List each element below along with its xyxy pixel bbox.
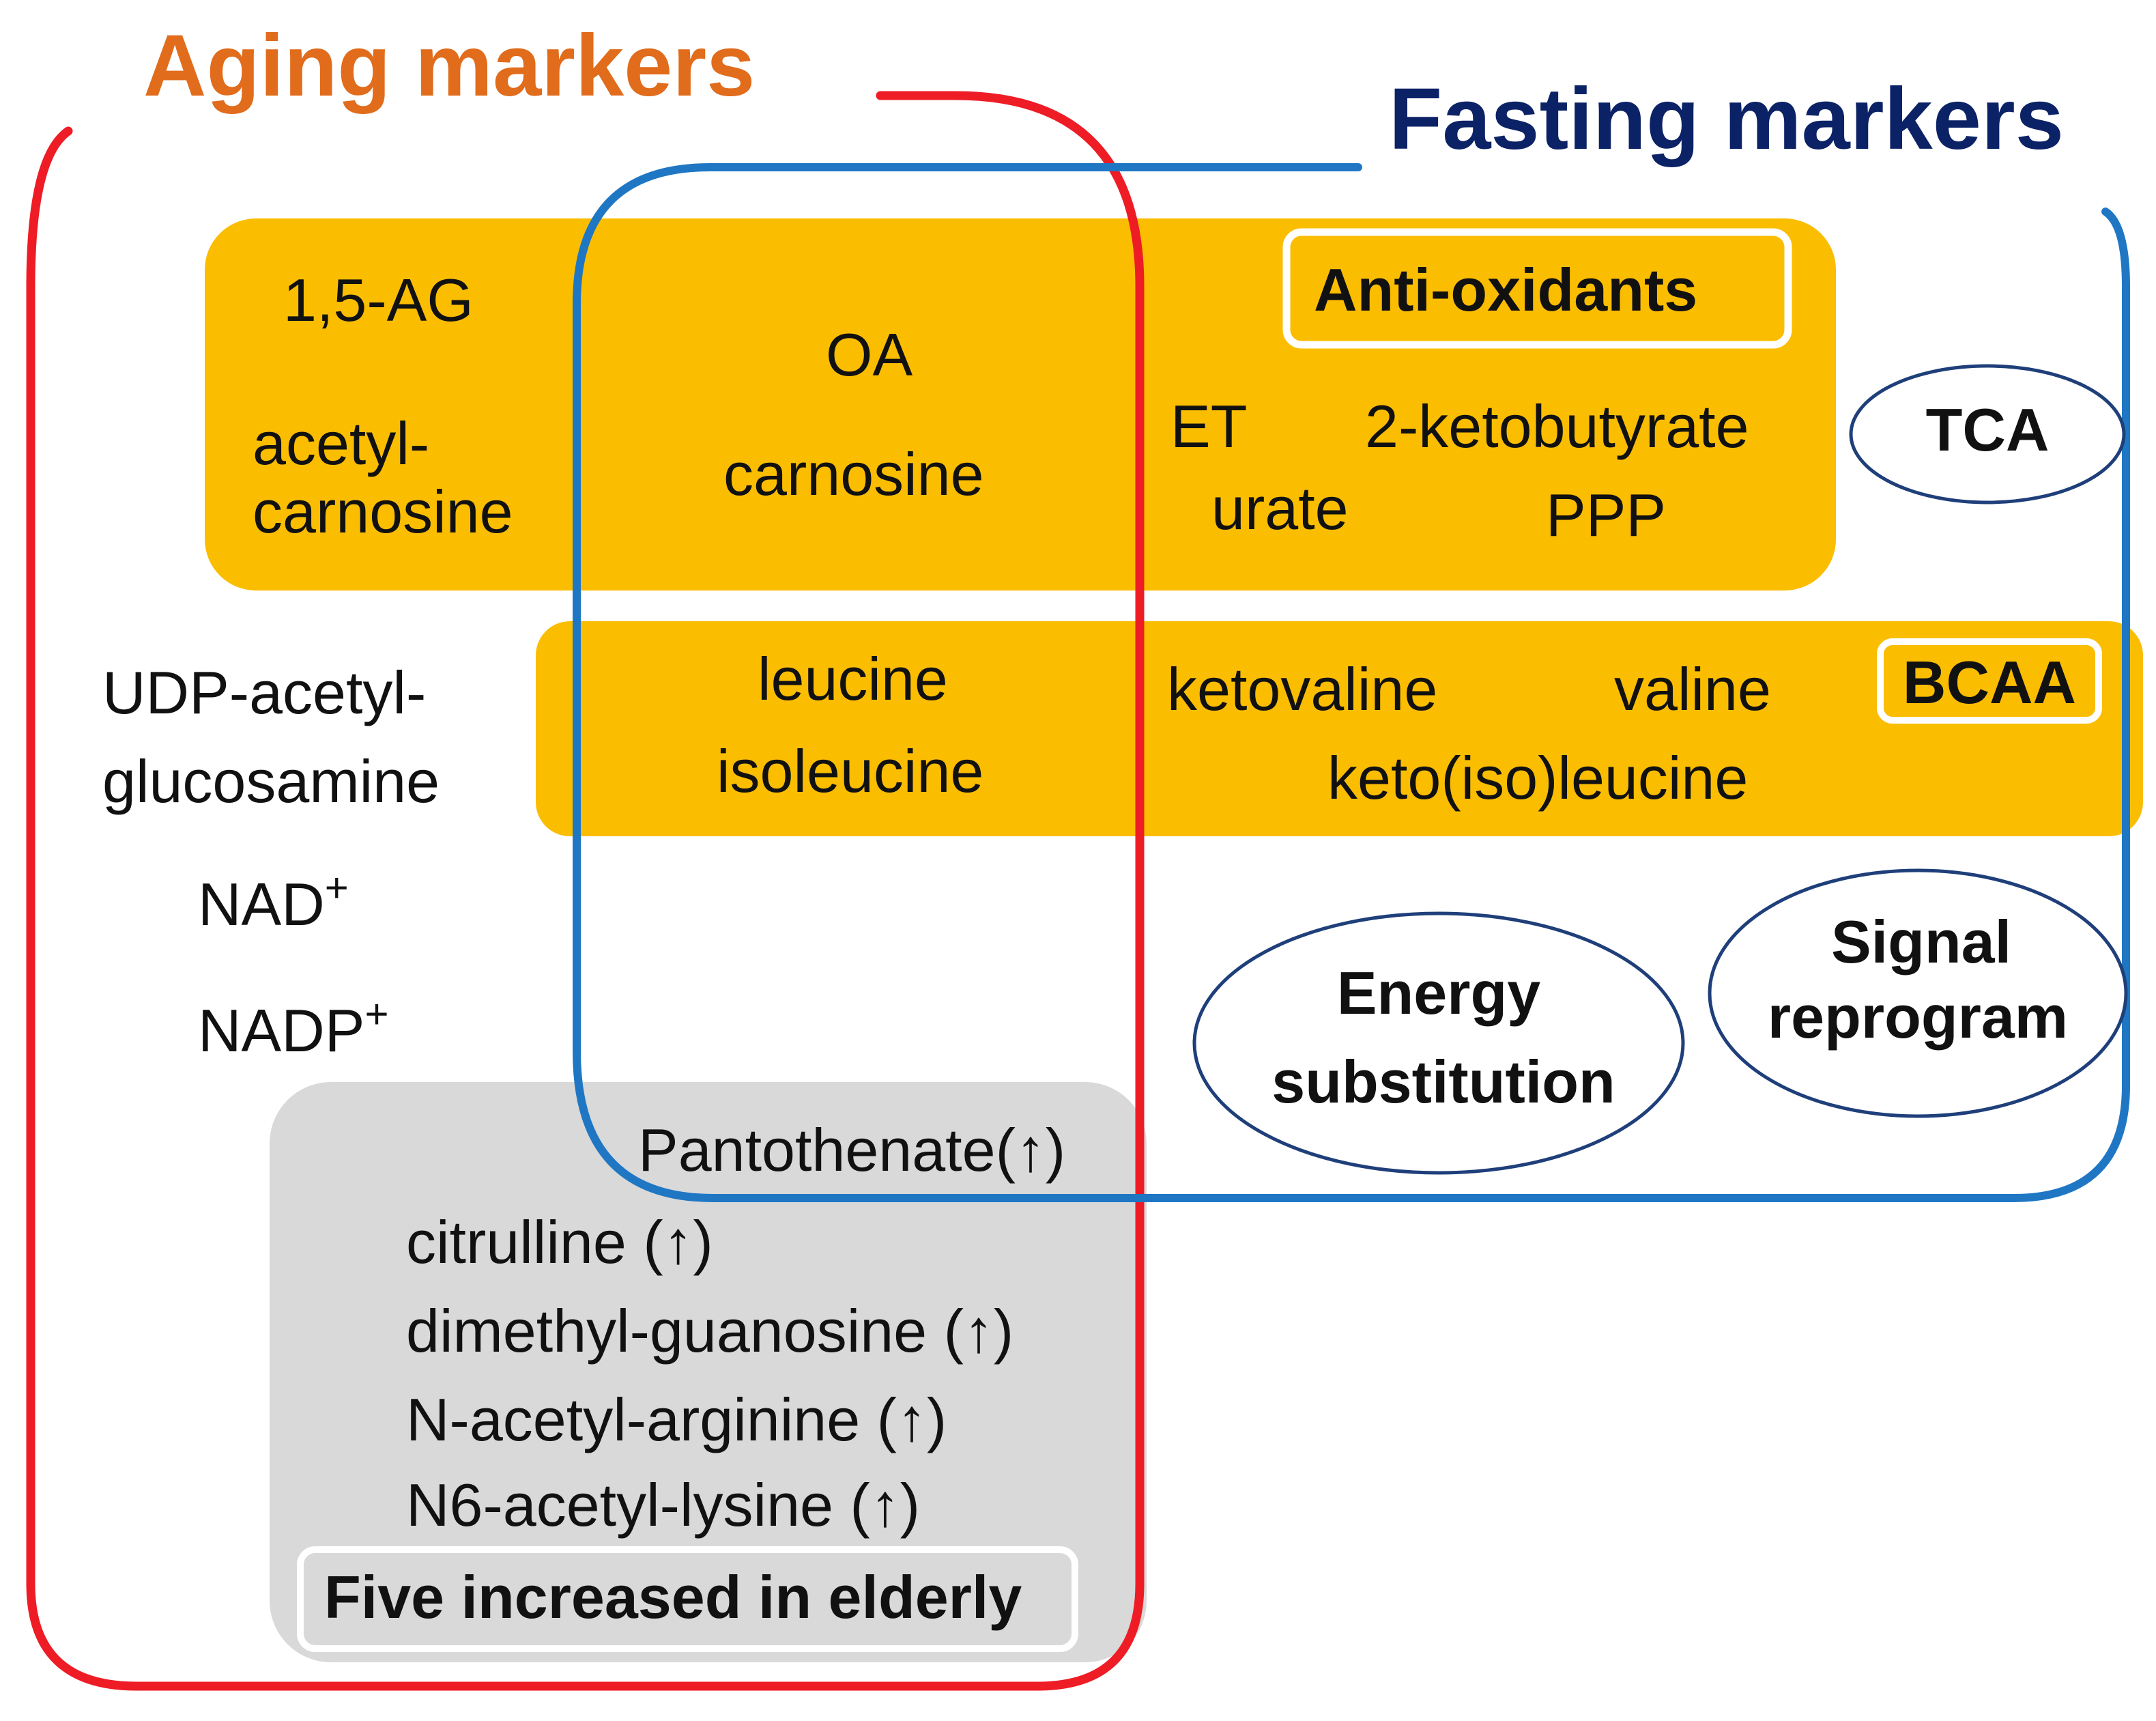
signal-reprogram-line1: Signal <box>1831 908 2011 976</box>
elderly-caption: Five increased in elderly <box>324 1563 1022 1631</box>
marker-carnosine: carnosine <box>723 440 984 508</box>
marker-acetyl-carnosine-line1: acetyl- <box>253 410 429 477</box>
anti-oxidants-tag: Anti-oxidants <box>1314 256 1697 324</box>
marker-2-ketobutyrate: 2-ketobutyrate <box>1365 393 1749 460</box>
energy-substitution-line2: substitution <box>1271 1048 1615 1115</box>
marker-1-5-ag: 1,5-AG <box>283 266 474 334</box>
aging-markers-title: Aging markers <box>143 17 755 115</box>
bcaa-tag: BCAA <box>1903 649 2076 716</box>
marker-oa: OA <box>826 321 912 388</box>
elderly-caption-box <box>297 1546 1078 1652</box>
marker-n6-acetyl-lysine: N6-acetyl-lysine (↑) <box>406 1471 920 1539</box>
marker-keto-iso-leucine: keto(iso)leucine <box>1327 744 1748 812</box>
marker-dimethyl-guanosine: dimethyl-guanosine (↑) <box>406 1297 1014 1365</box>
marker-n-acetyl-arginine: N-acetyl-arginine (↑) <box>406 1386 947 1453</box>
aging-markers-outline <box>26 91 1145 1691</box>
marker-nadp: NADP+ <box>198 991 389 1064</box>
energy-substitution-oval <box>1192 911 1685 1175</box>
marker-acetyl-carnosine-line2: carnosine <box>253 478 513 545</box>
marker-udp-acetyl-glucosamine-line1: UDP-acetyl- <box>102 659 426 726</box>
marker-et: ET <box>1170 393 1247 460</box>
marker-ppp: PPP <box>1546 481 1666 549</box>
marker-isoleucine: isoleucine <box>717 737 983 805</box>
marker-nad: NAD+ <box>198 865 349 938</box>
marker-citrulline: citrulline (↑) <box>406 1208 713 1276</box>
fasting-markers-outline <box>573 163 2130 1202</box>
nadp-superscript: + <box>365 991 389 1037</box>
signal-reprogram-line2: reprogram <box>1768 983 2068 1051</box>
marker-udp-acetyl-glucosamine-line2: glucosamine <box>102 748 440 815</box>
marker-urate: urate <box>1211 474 1349 542</box>
fasting-markers-title: Fasting markers <box>1389 70 2064 168</box>
energy-substitution-line1: Energy <box>1337 959 1540 1027</box>
tca-oval <box>1849 364 2126 504</box>
marker-ketovaline: ketovaline <box>1167 655 1437 723</box>
tca-label: TCA <box>1926 396 2050 464</box>
marker-valine: valine <box>1614 655 1771 723</box>
signal-reprogram-oval <box>1708 868 2128 1118</box>
marker-pantothenate: Pantothenate(↑) <box>638 1116 1065 1184</box>
bcaa-band <box>536 621 2143 836</box>
anti-oxidants-tag-box <box>1282 228 1792 349</box>
marker-leucine: leucine <box>758 645 948 713</box>
nad-superscript: + <box>325 865 349 911</box>
bcaa-tag-box <box>1877 638 2102 724</box>
elderly-increase-box <box>270 1082 1147 1662</box>
